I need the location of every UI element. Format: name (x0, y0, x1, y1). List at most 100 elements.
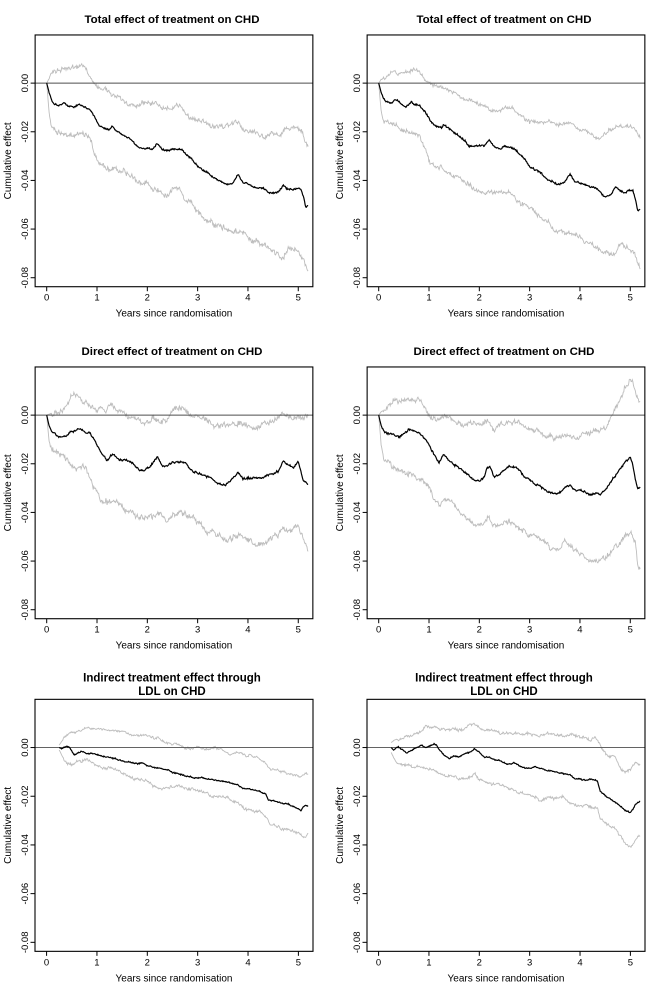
plot-box (366, 698, 646, 952)
x-tick-label: 2 (145, 293, 150, 304)
x-tick-label: 1 (426, 625, 431, 636)
x-tick-label: 4 (577, 957, 582, 968)
x-tick-label: 3 (195, 957, 200, 968)
x-tick-label: 3 (195, 625, 200, 636)
ci-lower-line (378, 415, 641, 570)
plot-box (34, 34, 314, 288)
ci-upper-line (58, 726, 309, 778)
ci-lower-line (46, 415, 309, 552)
x-tick-label: 5 (296, 957, 301, 968)
ci-lower-line (378, 83, 641, 270)
chart-canvas: Indirect treatment effect through LDL on … (335, 672, 646, 984)
y-axis-label: Cumulative effect (3, 122, 14, 199)
x-tick-label: 5 (628, 957, 633, 968)
y-tick-label: 0.00 (20, 738, 31, 757)
y-axis-label: Cumulative effect (3, 454, 14, 531)
y-tick-label: -0.04 (20, 834, 31, 856)
estimate-line (46, 414, 309, 487)
y-tick-label: -0.04 (20, 170, 31, 192)
x-axis-label: Years since randomisation (448, 641, 565, 652)
x-tick-label: 3 (527, 957, 532, 968)
chart-canvas: Total effect of treatment on CHD 0 1 2 3 4 5 0.… (335, 14, 646, 320)
y-tick-label: 0.00 (352, 406, 363, 424)
y-tick-label: -0.06 (352, 550, 363, 572)
y-tick-label: -0.02 (352, 121, 363, 143)
y-tick-label: -0.02 (20, 121, 31, 143)
x-tick-label: 5 (628, 293, 633, 304)
x-tick-label: 1 (94, 293, 99, 304)
chart-panel-indirect-effect-left: Indirect treatment effect through LDL on … (0, 664, 332, 997)
panel-title: Direct effect of treatment on CHD (82, 346, 263, 358)
chart-panel-indirect-effect-right: Indirect treatment effect through LDL on … (332, 664, 664, 997)
ci-upper-line (46, 390, 309, 432)
y-tick-label: -0.04 (20, 502, 31, 524)
estimate-line (390, 742, 641, 814)
x-tick-label: 1 (94, 957, 99, 968)
panel-title: LDL on CHD (138, 686, 206, 698)
chart-panel-direct-effect-right: Direct effect of treatment on CHD 0 1 2 3 4 5 0… (332, 332, 664, 664)
y-tick-label: 0.00 (20, 406, 31, 424)
y-axis-label: Cumulative effect (335, 787, 346, 864)
x-tick-label: 0 (376, 293, 381, 304)
ci-upper-line (378, 378, 641, 443)
x-tick-label: 3 (195, 293, 200, 304)
y-tick-label: -0.08 (352, 599, 363, 621)
y-tick-label: -0.02 (352, 453, 363, 475)
y-tick-label: -0.06 (20, 883, 31, 905)
y-tick-label: 0.00 (20, 74, 31, 92)
y-tick-label: -0.08 (20, 932, 31, 954)
chart-canvas: Direct effect of treatment on CHD 0 1 2 3 4 5 0… (3, 346, 314, 652)
x-tick-label: 2 (477, 625, 482, 636)
x-tick-label: 4 (245, 625, 250, 636)
plot-box (34, 698, 314, 952)
chart-panel-direct-effect-left: Direct effect of treatment on CHD 0 1 2 3 4 5 0… (0, 332, 332, 664)
y-tick-label: -0.02 (20, 453, 31, 475)
y-tick-label: -0.04 (352, 170, 363, 192)
x-axis-label: Years since randomisation (448, 309, 565, 320)
x-tick-label: 3 (527, 293, 532, 304)
y-tick-label: 0.00 (352, 738, 363, 757)
plot-box (366, 366, 646, 620)
x-tick-label: 3 (527, 625, 532, 636)
plot-box (366, 34, 646, 288)
y-tick-label: -0.04 (352, 834, 363, 856)
panel-title: Indirect treatment effect through (415, 672, 593, 684)
y-axis-label: Cumulative effect (335, 122, 346, 199)
y-axis-label: Cumulative effect (3, 787, 14, 864)
y-tick-label: -0.02 (20, 785, 31, 807)
y-tick-label: 0.00 (352, 74, 363, 92)
y-tick-label: -0.08 (20, 599, 31, 621)
x-axis-label: Years since randomisation (448, 973, 565, 984)
x-axis-label: Years since randomisation (116, 641, 233, 652)
x-tick-label: 1 (426, 293, 431, 304)
x-tick-label: 0 (44, 957, 49, 968)
chart-canvas: Indirect treatment effect through LDL on … (3, 672, 314, 984)
y-tick-label: -0.06 (352, 218, 363, 240)
ci-lower-line (390, 752, 641, 848)
panel-title: Total effect of treatment on CHD (84, 14, 259, 26)
y-tick-label: -0.06 (20, 218, 31, 240)
ci-lower-line (58, 749, 309, 839)
estimate-line (378, 414, 641, 497)
plot-box (34, 366, 314, 620)
x-tick-label: 0 (44, 293, 49, 304)
estimate-line (58, 745, 309, 812)
y-tick-label: -0.08 (352, 932, 363, 954)
x-tick-label: 4 (577, 625, 582, 636)
x-tick-label: 4 (577, 293, 582, 304)
ci-lower-line (46, 83, 309, 272)
y-tick-label: -0.08 (352, 267, 363, 289)
chart-canvas: Direct effect of treatment on CHD 0 1 2 3 4 5 0… (335, 346, 646, 652)
panel-title: Total effect of treatment on CHD (416, 14, 591, 26)
x-tick-label: 2 (145, 957, 150, 968)
x-axis-label: Years since randomisation (116, 973, 233, 984)
y-tick-label: -0.04 (352, 502, 363, 524)
y-tick-label: -0.02 (352, 785, 363, 807)
ci-upper-line (390, 722, 641, 775)
panel-title: Indirect treatment effect through (83, 672, 261, 684)
y-axis-label: Cumulative effect (335, 454, 346, 531)
chart-panel-total-effect-right: Total effect of treatment on CHD 0 1 2 3 4 5 0.… (332, 0, 664, 332)
panel-title: LDL on CHD (470, 686, 538, 698)
x-tick-label: 2 (145, 625, 150, 636)
